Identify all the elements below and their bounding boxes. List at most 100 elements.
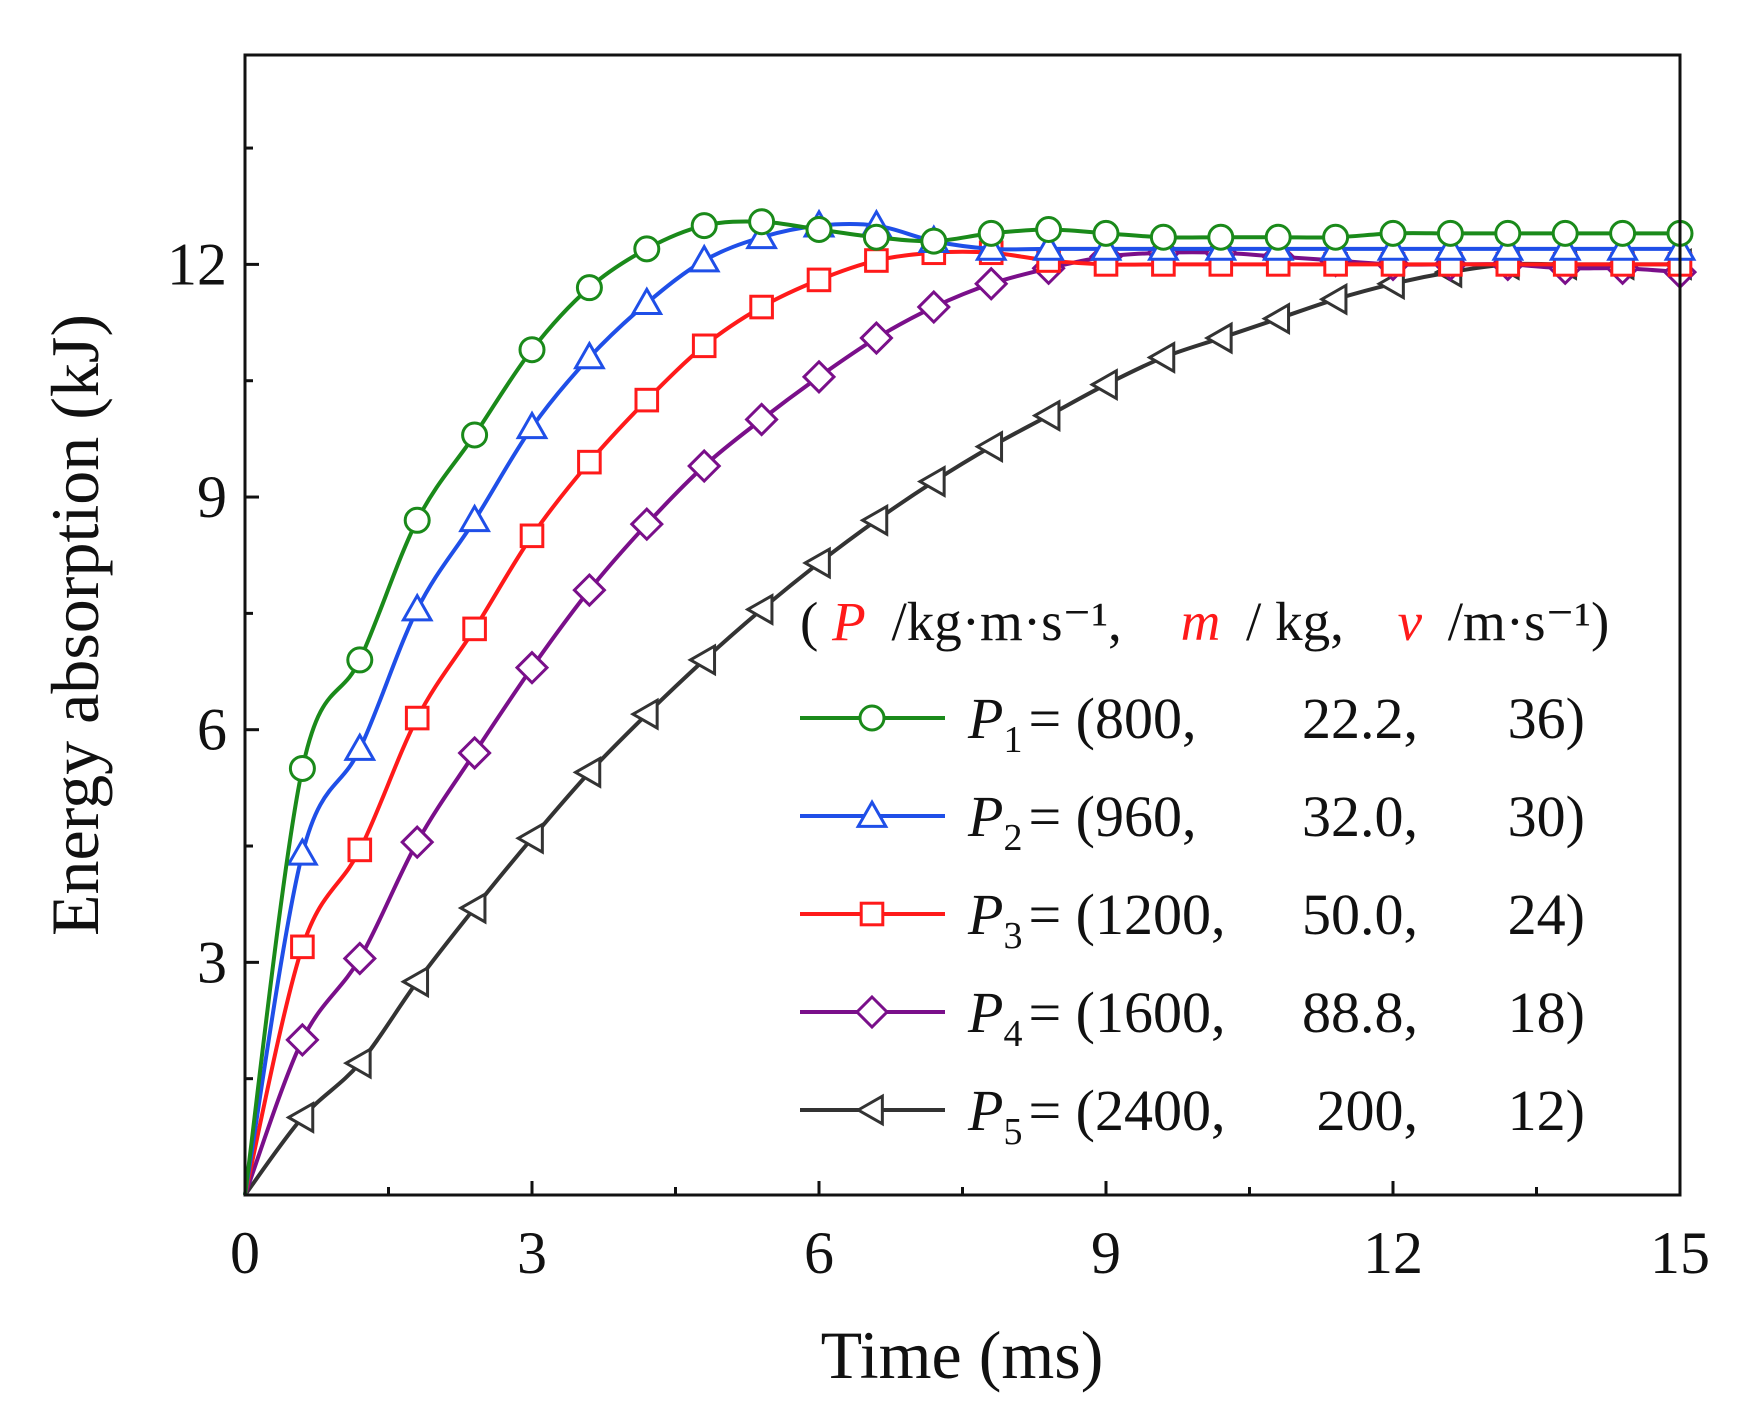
legend-subscript: 3	[1003, 915, 1022, 957]
data-point-p4	[342, 941, 377, 976]
data-point-p1	[346, 646, 374, 674]
series-line-p4	[243, 250, 1681, 1196]
data-point-p1	[1494, 219, 1522, 247]
data-point-p5	[285, 1101, 315, 1134]
data-point-p2	[1548, 232, 1582, 261]
data-point-p4	[629, 507, 664, 542]
legend-header-v-symbol: v	[1398, 591, 1423, 652]
legend-value-v: 36)	[1508, 686, 1585, 751]
x-tick-label: 15	[1650, 1220, 1710, 1286]
legend-header-p-symbol: P	[831, 591, 866, 652]
data-point-p5	[687, 643, 717, 677]
data-point-p4	[916, 289, 951, 325]
data-point-p3	[577, 449, 602, 475]
data-point-p2	[745, 220, 778, 250]
legend-symbol: P	[967, 882, 1003, 947]
legend-label-p2: P2 = (960,	[967, 784, 1196, 859]
legend-swatch-marker	[855, 1093, 884, 1127]
legend-value-v: 18)	[1508, 980, 1585, 1045]
data-point-p5	[859, 503, 889, 537]
legend-value-p: = (1600,	[1028, 980, 1225, 1045]
data-point-p3	[347, 837, 373, 863]
legend-subscript: 4	[1003, 1013, 1022, 1055]
legend-entry-p3: P3 = (1200, 50.0, 24)	[800, 882, 1585, 957]
legend-label-p3: P3 = (1200,	[967, 882, 1225, 957]
legend-subscript: 2	[1003, 817, 1022, 859]
data-point-p2	[687, 243, 721, 273]
legend-subscript: 1	[1003, 719, 1022, 761]
data-point-p1	[977, 219, 1005, 247]
data-point-p2	[343, 732, 377, 761]
data-point-p2	[286, 836, 319, 866]
legend-entry-p4: P4 = (1600, 88.8, 18)	[800, 980, 1585, 1055]
y-tick-label: 3	[197, 929, 227, 995]
x-tick-label: 6	[804, 1220, 834, 1286]
data-point-p2	[630, 286, 664, 316]
data-point-p4	[801, 359, 837, 394]
legend-value-v: 30)	[1508, 784, 1585, 849]
data-point-p1	[1436, 219, 1464, 247]
data-point-p5	[1089, 368, 1118, 401]
data-point-p2	[1434, 232, 1467, 261]
data-point-p3	[404, 705, 430, 731]
data-point-p4	[859, 320, 894, 356]
legend-symbol: P	[967, 784, 1003, 849]
data-point-p4	[687, 448, 722, 484]
x-tick-label: 0	[230, 1220, 260, 1286]
x-tick-label: 3	[517, 1220, 547, 1286]
legend-value-v: 24)	[1508, 882, 1585, 947]
x-axis-title: Time (ms)	[821, 1317, 1104, 1393]
series-line-p2	[243, 221, 1680, 1196]
data-point-p2	[1032, 232, 1065, 261]
legend-symbol: P	[967, 686, 1003, 751]
data-point-p1	[633, 235, 661, 263]
legend-swatch-marker	[855, 799, 889, 828]
data-point-p5	[1318, 282, 1348, 316]
data-point-p1	[1092, 219, 1120, 247]
data-point-p3	[290, 934, 315, 960]
data-point-p4	[285, 1022, 320, 1058]
data-point-p5	[916, 465, 946, 498]
data-point-p5	[342, 1046, 372, 1080]
legend-header-v-unit: /m·s⁻¹)	[1448, 591, 1610, 652]
legend-value-m: 32.0,	[1302, 784, 1418, 849]
series-layer	[243, 208, 1698, 1197]
data-point-p5	[1146, 341, 1176, 374]
data-point-p4	[400, 825, 435, 860]
y-tick-label: 9	[197, 464, 227, 530]
data-point-p4	[514, 650, 550, 685]
data-point-p1	[518, 336, 546, 364]
axis-ticks	[243, 146, 1682, 1195]
data-point-p2	[1606, 232, 1639, 261]
data-point-p4	[744, 402, 779, 437]
data-point-p1	[805, 215, 833, 243]
y-axis-title: Energy absorption (kJ)	[37, 314, 113, 936]
legend-label-p1: P1 = (800,	[967, 686, 1196, 761]
data-point-p1	[1609, 219, 1637, 247]
legend-label-p4: P4 = (1600,	[967, 980, 1225, 1055]
data-point-p1	[1379, 219, 1407, 247]
data-point-p4	[457, 735, 492, 771]
series-line-p5	[243, 261, 1680, 1197]
data-point-p2	[400, 592, 434, 622]
data-point-p1	[690, 212, 718, 240]
data-point-p1	[575, 274, 603, 302]
data-point-p5	[400, 965, 430, 999]
data-point-p2	[974, 232, 1008, 261]
legend-value-p: = (800,	[1028, 686, 1196, 751]
data-point-p2	[573, 340, 606, 370]
data-point-p1	[1035, 215, 1063, 243]
legend-entry-p1: P1 = (800, 22.2, 36)	[800, 686, 1585, 761]
data-point-p2	[1089, 232, 1123, 261]
legend-value-m: 50.0,	[1302, 882, 1418, 947]
legend-header-p-unit: /kg·m·s⁻¹,	[891, 591, 1121, 652]
data-point-p5	[515, 821, 544, 855]
legend-header-open-paren: (	[800, 591, 818, 652]
legend-value-p: = (1200,	[1028, 882, 1225, 947]
legend-subscript: 5	[1003, 1111, 1022, 1153]
data-point-p5	[802, 546, 831, 580]
data-point-p1	[920, 227, 948, 255]
